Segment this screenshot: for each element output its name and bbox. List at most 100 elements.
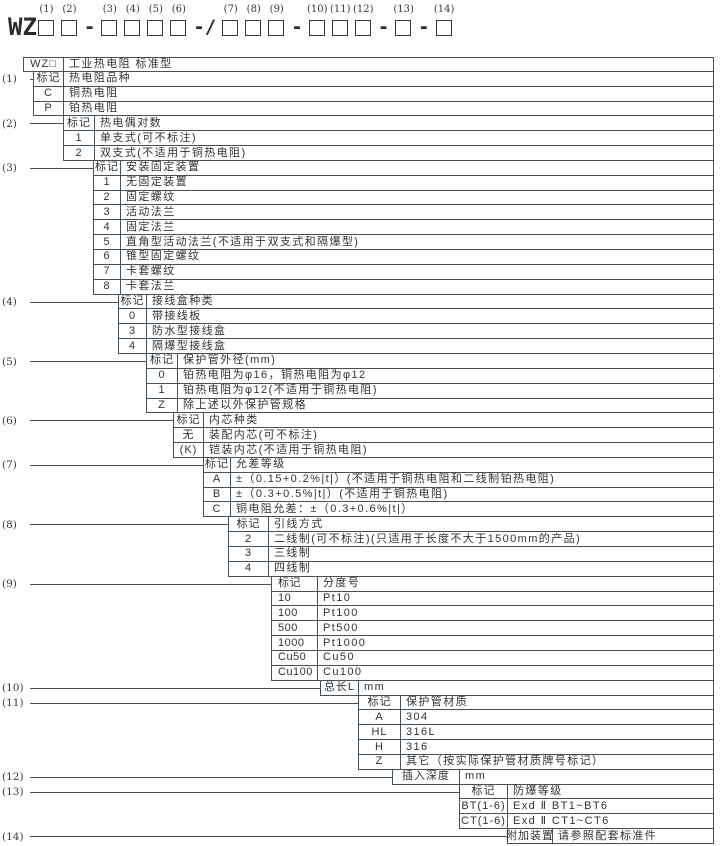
table-row: 0 铂热电阻为φ16，铜热电阻为φ12 (147, 368, 713, 384)
key-cell: 标记 (229, 517, 269, 532)
table-row: 5 直角型活动法兰(不适用于双支式和隔爆型) (94, 235, 713, 250)
key-cell: 标记 (359, 695, 401, 710)
description-cell: 防爆等级 (513, 785, 563, 798)
section-13: 标记 防爆等级 BT(1-6) Exd Ⅱ BT1~BT6 CT(1-6) Exd Ⅱ C… (459, 784, 714, 830)
table-row: 附加装置 请参照配套标准件 (506, 829, 713, 845)
description-cell: 分度号 (323, 577, 361, 590)
key-cell: 7 (94, 264, 121, 279)
table-row: 标记 接线盒种类 (119, 294, 713, 310)
table-row: 1 单支式(可不标注) (64, 131, 713, 147)
margin-label-13: (13) (2, 786, 24, 799)
formula-separator: - (291, 16, 303, 38)
formula-separator: - (83, 16, 96, 38)
formula-box-6: (6) (170, 4, 187, 37)
formula-index-1: (1) (39, 4, 54, 15)
description-cell: 二线制(可不标注)(只适用于长度不大于1500mm的产品) (274, 532, 582, 545)
description-cell: 直角型活动法兰(不适用于双支式和隔爆型) (126, 235, 360, 248)
key-cell: 2 (94, 190, 121, 205)
key-cell: Z (359, 754, 401, 769)
formula-box-10: (10) (306, 4, 328, 37)
formula-box-7: (7) (222, 4, 239, 37)
formula-index-8: (8) (246, 4, 261, 15)
description-cell: 316L (406, 725, 437, 738)
key-cell: Cu50 (272, 650, 318, 665)
key-cell: A (204, 472, 231, 487)
table-row: 0 带接线板 (119, 309, 713, 325)
formula-index-2: (2) (62, 4, 77, 15)
key-cell: 4 (94, 220, 121, 235)
formula-box-14: (14) (433, 4, 455, 37)
formula-index-11: (11) (329, 4, 351, 15)
key-cell: 3 (119, 324, 147, 339)
margin-label-12: (12) (2, 771, 24, 784)
description-cell: 带接线板 (152, 309, 202, 322)
description-cell: 允差等级 (236, 458, 286, 471)
connector-line (30, 420, 173, 422)
connector-line (30, 464, 203, 466)
key-cell: 10 (272, 591, 318, 606)
key-cell: 500 (272, 621, 318, 636)
key-cell: 2 (229, 532, 269, 547)
section-2: 标记 热电偶对数 1 单支式(可不标注) 2 双支式(不适用于铜热电阻) (63, 116, 714, 161)
table-row: 4 隔爆型接线盒 (119, 339, 713, 354)
formula-separator: - (377, 16, 390, 38)
table-row: 标记 分度号 (272, 576, 713, 592)
margin-label-11: (11) (2, 697, 24, 710)
margin-label-1: (1) (2, 73, 17, 86)
description-cell: Cu100 (323, 666, 363, 679)
description-cell: 请参照配套标准件 (558, 829, 658, 842)
table-row: 4 四线制 (229, 561, 713, 577)
table-row: 3 三线制 (229, 547, 713, 562)
formula-box-13: (13) (393, 4, 414, 37)
description-cell: 其它（按实际保护管材质牌号标记） (406, 755, 605, 768)
formula-box-5: (5) (147, 4, 164, 37)
formula-index-10: (10) (306, 4, 328, 15)
description-cell: 固定法兰 (126, 220, 176, 233)
description-cell: Pt100 (323, 606, 359, 619)
placeholder-box-icon (222, 20, 239, 36)
connector-line (30, 836, 507, 838)
description-cell: ±（0.15+0.2%|t|）(不适用于铜热电阻和二线制铂热电阻) (236, 473, 556, 486)
placeholder-box-icon (60, 20, 77, 36)
margin-label-2: (2) (2, 117, 17, 130)
description-cell: 316 (406, 740, 429, 753)
table-row: 标记 引线方式 (229, 517, 713, 533)
table-row: HL 316L (359, 725, 713, 741)
description-cell: 内芯种类 (209, 413, 259, 426)
table-row: Z 其它（按实际保护管材质牌号标记） (359, 754, 713, 770)
margin-label-3: (3) (2, 162, 17, 175)
key-cell: 附加装置 (506, 829, 554, 844)
description-cell: 除上述以外保护管规格 (183, 398, 307, 411)
formula-index-14: (14) (433, 4, 455, 15)
description-cell: 热电阻品种 (69, 72, 131, 85)
formula-box-3: (3) (101, 4, 118, 37)
margin-label-10: (10) (2, 682, 24, 695)
description-cell: mm (364, 681, 386, 694)
placeholder-box-icon (308, 20, 325, 36)
placeholder-box-icon (124, 20, 141, 36)
table-row: 1000 Pt1000 (272, 636, 713, 651)
section-6: 标记 内芯种类无装配内芯(可不标注) (K) 铠装内芯(不适用于铜热电阻) (173, 413, 714, 458)
table-row: 1 铂热电阻为φ12(不适用于铜热电阻) (147, 383, 713, 399)
section-10: 总长L mm (320, 680, 714, 696)
description-cell: 安装固定装置 (126, 161, 201, 174)
section-5: 标记 保护管外径(mm) 0 铂热电阻为φ16，铜热电阻为φ12 1 铂热电阻为φ12(不… (146, 354, 714, 414)
key-cell: 1 (94, 175, 121, 190)
table-row: 总长L mm (321, 680, 713, 696)
description-cell: 铜电阻允差：±（0.3+0.6%|t|） (236, 502, 414, 515)
section-9: 标记 分度号 10 Pt10 100 Pt100 500 Pt500 1000 Pt1000 Cu5… (271, 576, 714, 681)
connector-line (30, 361, 146, 362)
table-row: 10 Pt10 (272, 591, 713, 607)
table-row: 2 固定螺纹 (94, 190, 713, 206)
key-cell: A (359, 710, 401, 725)
description-cell: 铂热电阻为φ12(不适用于铜热电阻) (183, 384, 378, 397)
description-cell: 铂热电阻为φ16，铜热电阻为φ12 (183, 369, 367, 382)
model-formula: WZ (1) (2) - (3) (4) (5) (6) -/ (7) (8) … (8, 4, 455, 39)
table-row: 无装配内芯(可不标注) (174, 428, 713, 444)
key-cell: WZ□ (24, 58, 64, 71)
description-cell: Pt10 (323, 592, 352, 605)
formula-box-9: (9) (268, 4, 285, 37)
table-row: 标记 保护管外径(mm) (147, 354, 713, 369)
placeholder-box-icon (395, 20, 412, 36)
